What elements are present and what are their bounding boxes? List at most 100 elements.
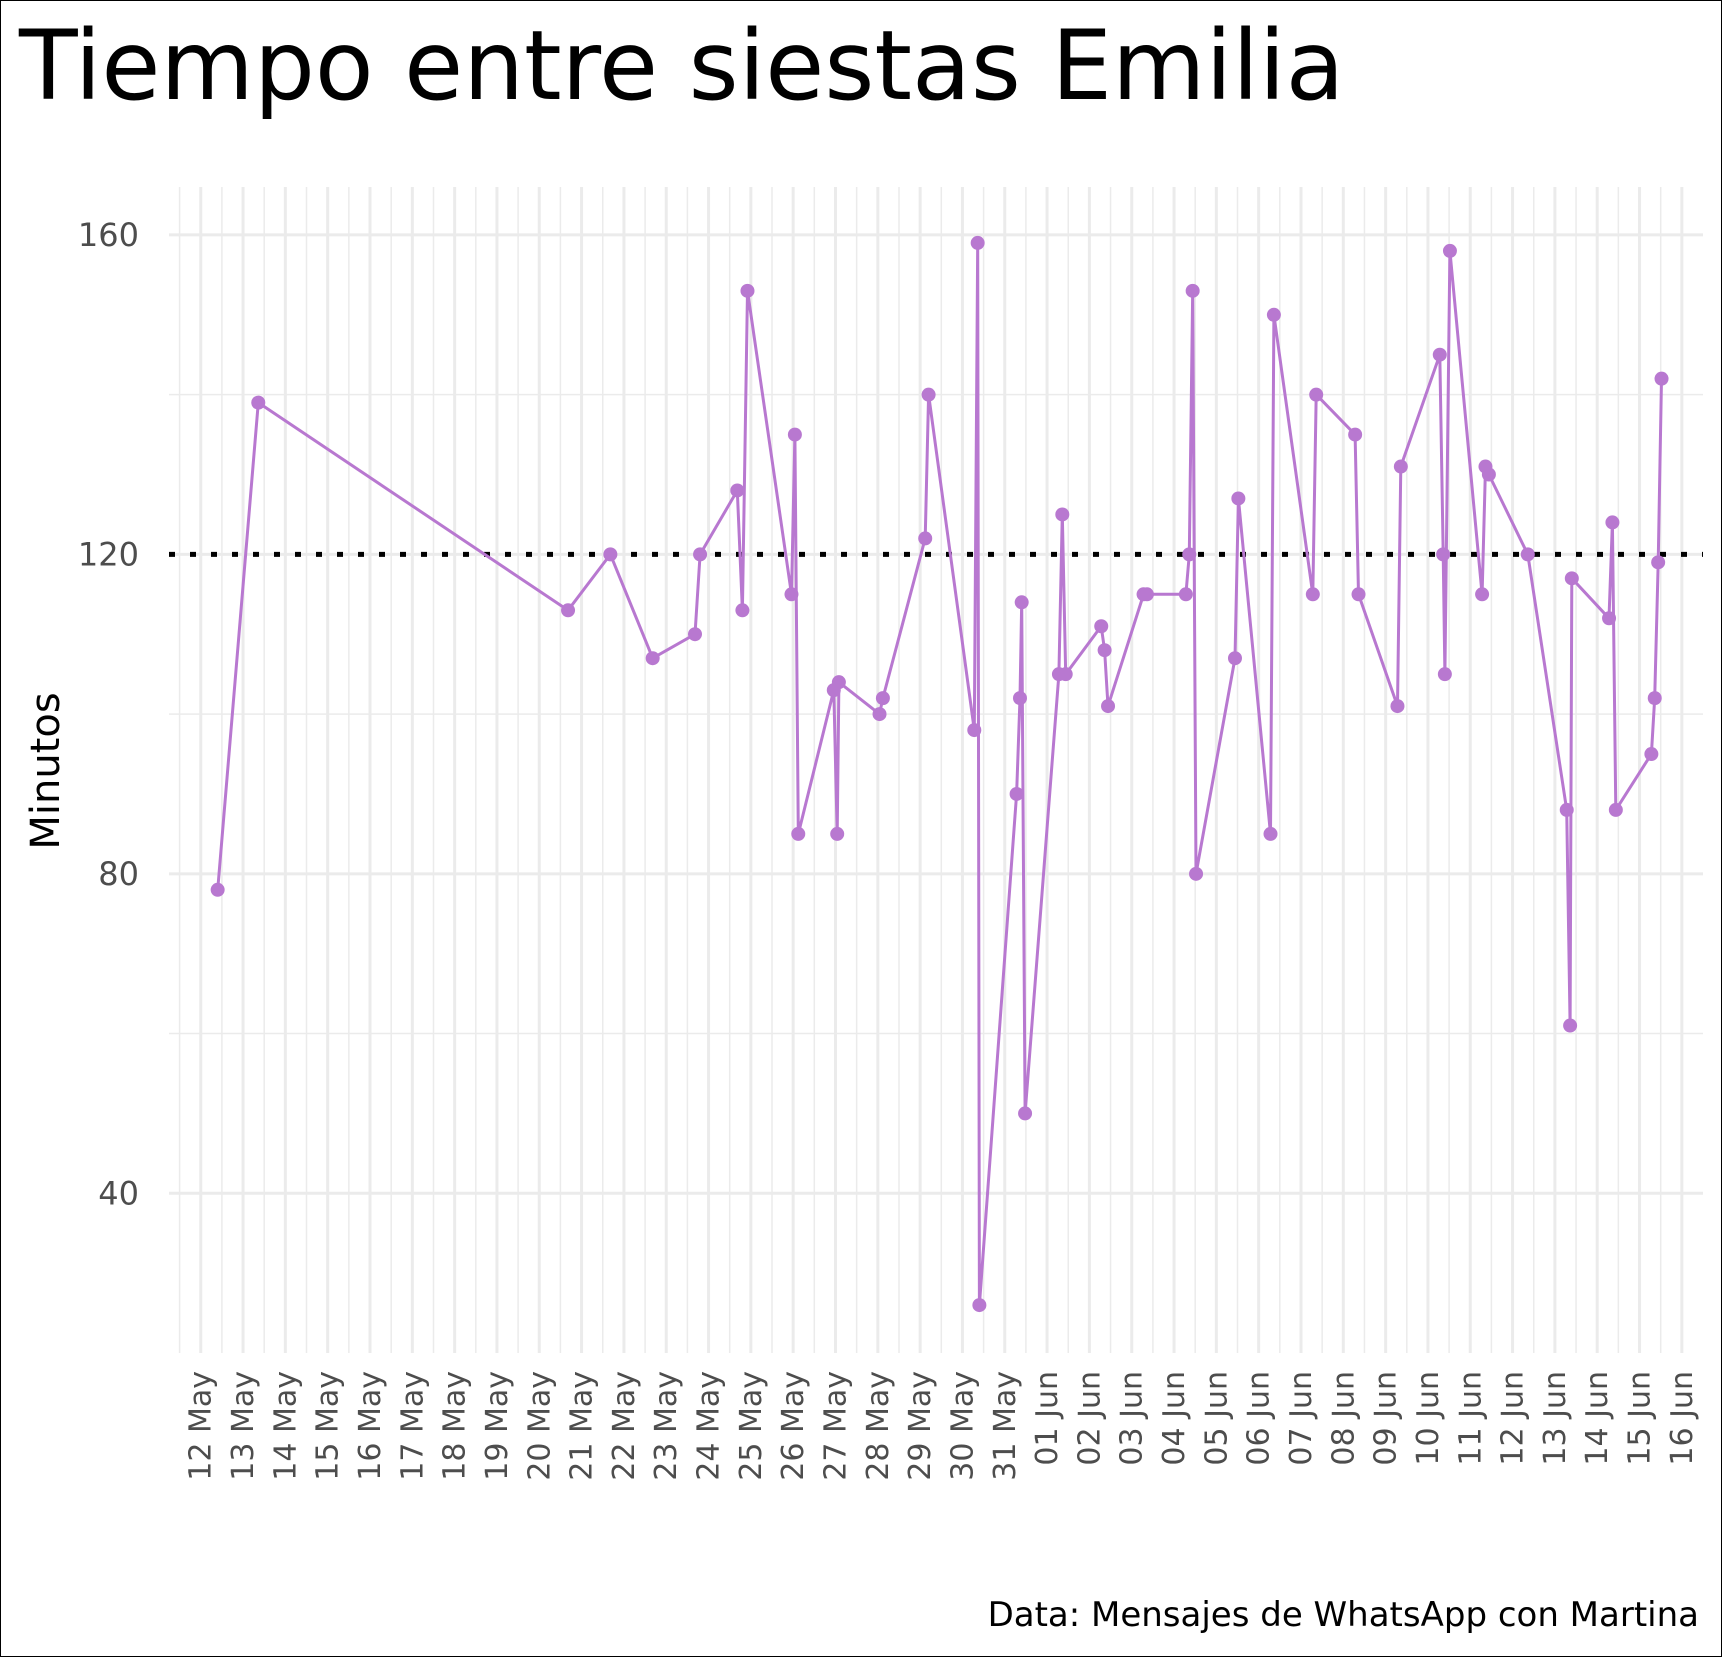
x-tick-label: 14 May <box>268 1371 303 1481</box>
data-point <box>784 587 799 602</box>
data-point <box>1263 826 1278 841</box>
data-point <box>1018 1106 1033 1121</box>
data-point <box>1009 786 1024 801</box>
x-tick-label: 12 May <box>184 1371 219 1481</box>
data-point <box>970 235 985 250</box>
y-tick-label: 40 <box>98 1174 139 1212</box>
data-point <box>1647 691 1662 706</box>
data-point <box>830 826 845 841</box>
y-axis-label: Minutos <box>23 692 69 849</box>
x-tick-label: 09 Jun <box>1369 1371 1404 1466</box>
y-tick-label: 120 <box>78 535 139 573</box>
x-tick-label: 11 Jun <box>1453 1371 1488 1466</box>
x-tick-label: 20 May <box>522 1371 557 1481</box>
data-point <box>1178 587 1193 602</box>
data-point <box>1014 595 1029 610</box>
data-point <box>1393 459 1408 474</box>
x-tick-label: 04 Jun <box>1157 1371 1192 1466</box>
data-point <box>645 651 660 666</box>
x-tick-label: 08 Jun <box>1326 1371 1361 1466</box>
x-tick-label: 21 May <box>565 1371 600 1481</box>
data-point <box>1436 547 1451 562</box>
x-tick-label: 27 May <box>818 1371 853 1481</box>
x-tick-label: 25 May <box>734 1371 769 1481</box>
data-point <box>1012 691 1027 706</box>
data-point <box>1348 427 1363 442</box>
data-point <box>872 707 887 722</box>
data-point <box>1189 866 1204 881</box>
x-tick-label: 05 Jun <box>1199 1371 1234 1466</box>
data-point <box>693 547 708 562</box>
data-point <box>1442 243 1457 258</box>
data-point <box>1564 571 1579 586</box>
x-axis-ticks: 12 May 13 May 14 May 15 May 16 May 17 May 18 M… <box>184 1371 1700 1481</box>
chart-title: Tiempo entre siestas Emilia <box>18 10 1344 122</box>
data-point <box>1563 1018 1578 1033</box>
x-tick-label: 03 Jun <box>1115 1371 1150 1466</box>
x-tick-label: 14 Jun <box>1580 1371 1615 1466</box>
data-point <box>1231 491 1246 506</box>
grid <box>169 187 1703 1353</box>
data-point <box>730 483 745 498</box>
data-point <box>603 547 618 562</box>
chart-caption: Data: Mensajes de WhatsApp con Martina <box>988 1595 1699 1635</box>
x-tick-label: 23 May <box>649 1371 684 1481</box>
data-point <box>1608 802 1623 817</box>
data-point <box>1520 547 1535 562</box>
x-tick-label: 29 May <box>903 1371 938 1481</box>
y-tick-label: 160 <box>78 216 139 254</box>
data-point <box>1139 587 1154 602</box>
data-point <box>740 283 755 298</box>
data-point <box>1651 555 1666 570</box>
data-point <box>1559 802 1574 817</box>
x-tick-label: 06 Jun <box>1242 1371 1277 1466</box>
data-points <box>210 235 1669 1313</box>
x-tick-label: 15 Jun <box>1623 1371 1658 1466</box>
data-point <box>1182 547 1197 562</box>
x-tick-label: 02 Jun <box>1072 1371 1107 1466</box>
x-tick-label: 13 May <box>226 1371 261 1481</box>
data-point <box>1432 347 1447 362</box>
data-point <box>1481 467 1496 482</box>
x-tick-label: 16 May <box>353 1371 388 1481</box>
data-point <box>831 675 846 690</box>
data-point <box>1351 587 1366 602</box>
data-point <box>210 882 225 897</box>
data-point <box>1097 643 1112 658</box>
x-tick-label: 13 Jun <box>1538 1371 1573 1466</box>
x-tick-label: 19 May <box>480 1371 515 1481</box>
x-tick-label: 31 May <box>988 1371 1023 1481</box>
x-tick-label: 30 May <box>945 1371 980 1481</box>
data-point <box>1058 667 1073 682</box>
x-tick-label: 17 May <box>395 1371 430 1481</box>
data-point <box>687 627 702 642</box>
data-point <box>1390 699 1405 714</box>
data-point <box>1227 651 1242 666</box>
x-tick-label: 28 May <box>861 1371 896 1481</box>
data-point <box>967 723 982 738</box>
data-point <box>875 691 890 706</box>
data-point <box>791 826 806 841</box>
data-point <box>735 603 750 618</box>
data-point <box>972 1298 987 1313</box>
data-point <box>1055 507 1070 522</box>
data-point <box>1475 587 1490 602</box>
x-tick-label: 15 May <box>311 1371 346 1481</box>
x-tick-label: 22 May <box>607 1371 642 1481</box>
x-tick-label: 26 May <box>776 1371 811 1481</box>
x-tick-label: 16 Jun <box>1665 1371 1700 1466</box>
data-point <box>918 531 933 546</box>
data-point <box>1644 747 1659 762</box>
x-tick-label: 10 Jun <box>1411 1371 1446 1466</box>
data-point <box>1185 283 1200 298</box>
series-line <box>216 241 1663 1307</box>
data-point <box>561 603 576 618</box>
data-point <box>1602 611 1617 626</box>
x-tick-label: 18 May <box>438 1371 473 1481</box>
data-point <box>1266 307 1281 322</box>
data-point <box>787 427 802 442</box>
data-point <box>921 387 936 402</box>
series-line-group <box>216 241 1663 1307</box>
